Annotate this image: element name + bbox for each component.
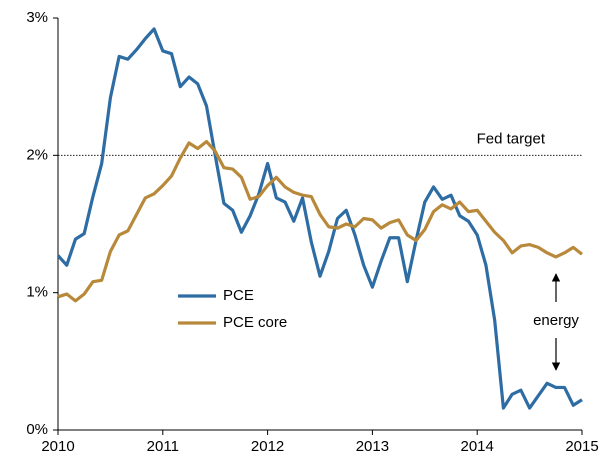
line-series: [56, 27, 583, 410]
x-tick-label: 2011: [147, 438, 179, 455]
annotation: energy: [533, 312, 579, 329]
x-tick-label: 2013: [356, 438, 389, 455]
y-tick-label: 3%: [26, 9, 48, 26]
y-tick-label: 1%: [26, 284, 48, 301]
legend-label: PCE core: [223, 314, 287, 331]
x-tick-label: 2012: [251, 438, 284, 455]
reference-label: Fed target: [477, 130, 546, 147]
y-tick-label: 0%: [26, 421, 48, 438]
x-tick-label: 2014: [461, 438, 494, 455]
x-tick-label: 2010: [41, 438, 74, 455]
x-tick-label: 2015: [565, 438, 598, 455]
legend-label: PCE: [223, 287, 254, 304]
y-tick-label: 2%: [26, 146, 48, 163]
line-series: [57, 140, 583, 303]
